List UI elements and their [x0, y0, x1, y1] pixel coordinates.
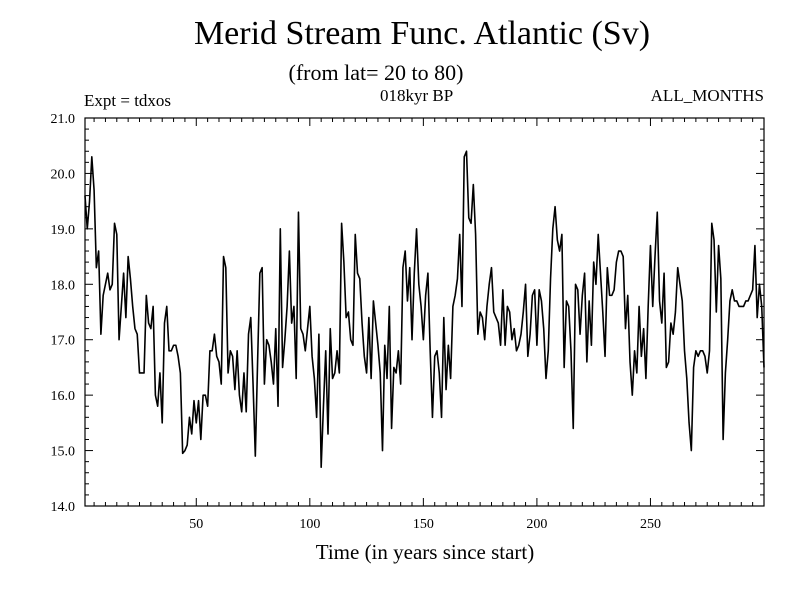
y-tick-label: 21.0 — [51, 112, 76, 127]
axis-ticks — [85, 117, 765, 507]
experiment-label: Expt = tdxos — [84, 91, 172, 110]
series-group — [84, 150, 765, 469]
y-tick-label: 14.0 — [51, 500, 76, 515]
x-axis-label: Time (in years since start) — [315, 540, 535, 564]
series-line — [84, 150, 765, 469]
y-tick-label: 20.0 — [51, 167, 76, 182]
axis-tick-labels: 50 100 150 200 250 14.0 15.0 16.0 17.0 18.0 19.0 20… — [51, 112, 661, 532]
y-tick-label: 18.0 — [51, 278, 76, 293]
chart-title: Merid Stream Func. Atlantic (Sv) — [193, 15, 651, 52]
x-tick-label: 250 — [640, 517, 661, 532]
x-tick-label: 100 — [299, 517, 320, 532]
x-tick-label: 200 — [526, 517, 547, 532]
y-tick-label: 15.0 — [51, 445, 76, 460]
y-tick-label: 17.0 — [51, 334, 76, 349]
y-tick-label: 19.0 — [51, 223, 76, 238]
chart-subtitle: (from lat= 20 to 80) — [288, 60, 464, 85]
plot-area-frame — [84, 117, 765, 507]
season-label: ALL_MONTHS — [650, 86, 764, 105]
period-label: 018kyr BP — [380, 86, 454, 105]
y-tick-label: 16.0 — [51, 389, 76, 404]
x-tick-label: 50 — [189, 517, 203, 532]
x-tick-label: 150 — [413, 517, 434, 532]
